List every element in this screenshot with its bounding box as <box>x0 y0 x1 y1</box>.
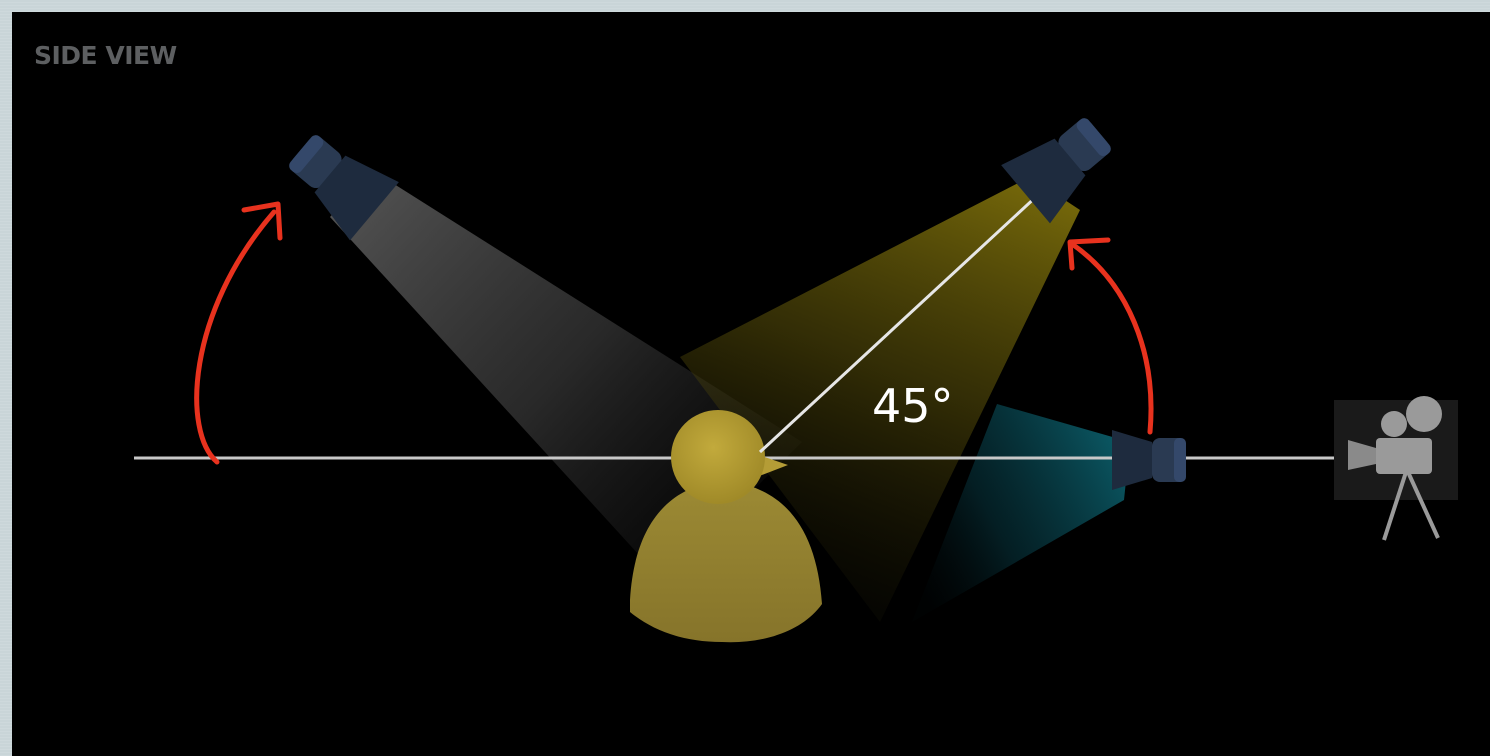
angle-line <box>758 180 1054 454</box>
fill-light-fixture <box>1112 430 1186 490</box>
back-light-fixture <box>289 135 399 241</box>
subject-silhouette <box>630 410 822 643</box>
fill-light-raise-arrow <box>1067 237 1154 435</box>
lighting-diagram: 45° <box>134 118 1458 643</box>
subject-body <box>630 482 822 643</box>
angle-label: 45° <box>872 379 954 433</box>
key-light-beam <box>680 177 1080 622</box>
subject-head <box>671 410 765 504</box>
back-light-raise-arrow <box>194 201 283 465</box>
key-light-fixture <box>1001 118 1111 224</box>
movie-camera-icon <box>1334 396 1458 541</box>
view-label: SIDE VIEW <box>34 41 177 70</box>
diagram-panel: SIDE VIEW <box>12 12 1490 756</box>
